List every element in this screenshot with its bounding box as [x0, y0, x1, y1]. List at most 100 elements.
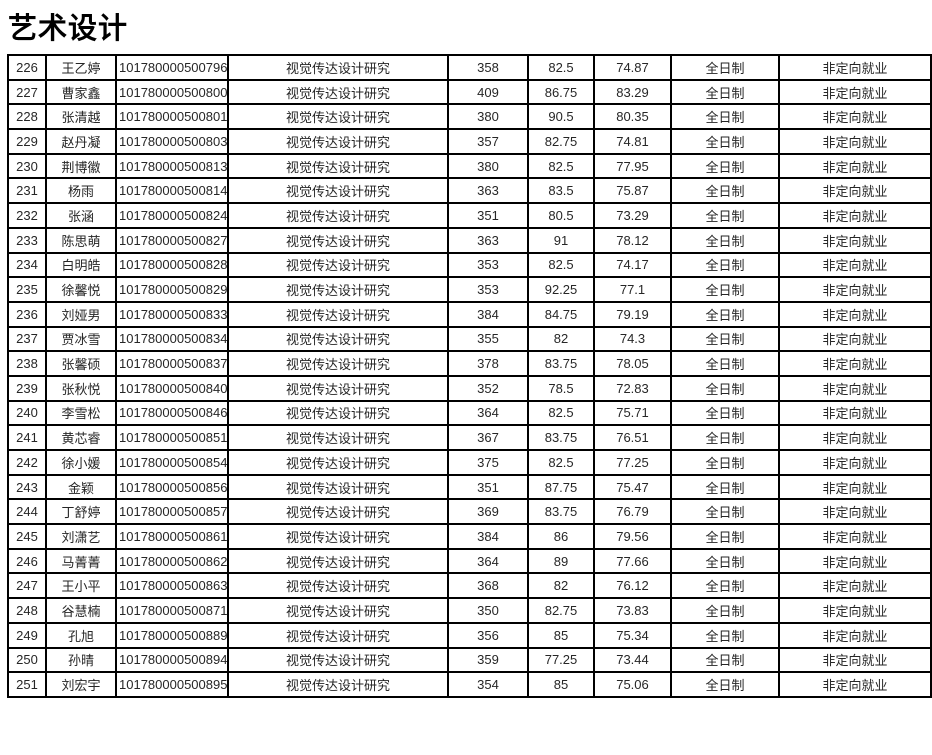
cell-score-initial: 378 [447, 350, 529, 377]
cell-student-name: 孔旭 [45, 621, 117, 649]
cell-employment-type: 非定向就业 [778, 597, 932, 624]
cell-candidate-id: 101780000500854 [115, 449, 229, 476]
cell-employment-type: 非定向就业 [778, 498, 932, 526]
cell-row-number: 250 [7, 646, 47, 674]
cell-student-name: 刘宏宇 [45, 671, 117, 698]
cell-score-retest: 82 [527, 325, 595, 353]
cell-score-total: 78.05 [593, 350, 672, 377]
table-row: 241 黄芯睿 101780000500851 视觉传达设计研究 367 83.75 76.… [7, 424, 932, 451]
cell-row-number: 229 [7, 128, 47, 155]
cell-research-direction: 视觉传达设计研究 [227, 177, 449, 205]
cell-candidate-id: 101780000500827 [115, 226, 229, 254]
cell-research-direction: 视觉传达设计研究 [227, 54, 449, 81]
cell-student-name: 马菁菁 [45, 547, 117, 575]
cell-employment-type: 非定向就业 [778, 78, 932, 106]
cell-score-total: 83.29 [593, 78, 672, 106]
cell-employment-type: 非定向就业 [778, 103, 932, 131]
cell-score-retest: 84.75 [527, 300, 595, 328]
cell-row-number: 249 [7, 621, 47, 649]
cell-candidate-id: 101780000500856 [115, 473, 229, 501]
table-row: 244 丁舒婷 101780000500857 视觉传达设计研究 369 83.75 76.… [7, 498, 932, 526]
cell-research-direction: 视觉传达设计研究 [227, 251, 449, 279]
cell-study-mode: 全日制 [670, 78, 780, 106]
cell-score-retest: 82.5 [527, 449, 595, 476]
table-row: 247 王小平 101780000500863 视觉传达设计研究 368 82 76.12 全… [7, 572, 932, 600]
cell-score-total: 79.56 [593, 523, 672, 550]
cell-score-retest: 82 [527, 572, 595, 600]
cell-candidate-id: 101780000500828 [115, 251, 229, 279]
admissions-table: 226 王乙婷 101780000500796 视觉传达设计研究 358 82.5 74.8… [7, 54, 932, 698]
cell-score-initial: 384 [447, 300, 529, 328]
cell-score-retest: 78.5 [527, 374, 595, 402]
cell-score-retest: 82.75 [527, 597, 595, 624]
cell-score-initial: 359 [447, 646, 529, 674]
cell-candidate-id: 101780000500837 [115, 350, 229, 377]
cell-employment-type: 非定向就业 [778, 251, 932, 279]
cell-employment-type: 非定向就业 [778, 128, 932, 155]
cell-study-mode: 全日制 [670, 449, 780, 476]
cell-score-total: 76.12 [593, 572, 672, 600]
cell-student-name: 曹家鑫 [45, 78, 117, 106]
cell-study-mode: 全日制 [670, 597, 780, 624]
cell-student-name: 金颖 [45, 473, 117, 501]
cell-row-number: 237 [7, 325, 47, 353]
cell-student-name: 王乙婷 [45, 54, 117, 81]
cell-study-mode: 全日制 [670, 646, 780, 674]
cell-score-retest: 80.5 [527, 202, 595, 229]
cell-research-direction: 视觉传达设计研究 [227, 547, 449, 575]
cell-score-total: 78.12 [593, 226, 672, 254]
cell-score-initial: 384 [447, 523, 529, 550]
cell-candidate-id: 101780000500833 [115, 300, 229, 328]
cell-study-mode: 全日制 [670, 473, 780, 501]
cell-employment-type: 非定向就业 [778, 325, 932, 353]
cell-score-initial: 355 [447, 325, 529, 353]
cell-score-retest: 90.5 [527, 103, 595, 131]
table-row: 232 张涵 101780000500824 视觉传达设计研究 351 80.5 73.29… [7, 202, 932, 229]
cell-score-initial: 354 [447, 671, 529, 698]
cell-score-retest: 83.75 [527, 350, 595, 377]
cell-employment-type: 非定向就业 [778, 276, 932, 303]
cell-study-mode: 全日制 [670, 498, 780, 526]
cell-score-initial: 353 [447, 276, 529, 303]
cell-score-initial: 369 [447, 498, 529, 526]
cell-employment-type: 非定向就业 [778, 646, 932, 674]
cell-candidate-id: 101780000500813 [115, 152, 229, 180]
table-row: 235 徐馨悦 101780000500829 视觉传达设计研究 353 92.25 77.… [7, 276, 932, 303]
cell-student-name: 贾冰雪 [45, 325, 117, 353]
cell-student-name: 王小平 [45, 572, 117, 600]
cell-score-retest: 83.75 [527, 424, 595, 451]
cell-row-number: 236 [7, 300, 47, 328]
cell-row-number: 245 [7, 523, 47, 550]
cell-score-retest: 92.25 [527, 276, 595, 303]
cell-score-initial: 350 [447, 597, 529, 624]
cell-row-number: 242 [7, 449, 47, 476]
cell-candidate-id: 101780000500801 [115, 103, 229, 131]
cell-score-total: 77.1 [593, 276, 672, 303]
cell-employment-type: 非定向就业 [778, 350, 932, 377]
cell-score-total: 75.87 [593, 177, 672, 205]
cell-score-initial: 353 [447, 251, 529, 279]
table-row: 245 刘潇艺 101780000500861 视觉传达设计研究 384 86 79.56 全… [7, 523, 932, 550]
cell-row-number: 243 [7, 473, 47, 501]
table-row: 239 张秋悦 101780000500840 视觉传达设计研究 352 78.5 72.8… [7, 374, 932, 402]
cell-score-initial: 356 [447, 621, 529, 649]
cell-study-mode: 全日制 [670, 300, 780, 328]
cell-research-direction: 视觉传达设计研究 [227, 128, 449, 155]
cell-score-retest: 83.5 [527, 177, 595, 205]
cell-score-retest: 82.75 [527, 128, 595, 155]
cell-student-name: 刘潇艺 [45, 523, 117, 550]
cell-study-mode: 全日制 [670, 54, 780, 81]
cell-row-number: 238 [7, 350, 47, 377]
cell-research-direction: 视觉传达设计研究 [227, 671, 449, 698]
cell-row-number: 247 [7, 572, 47, 600]
cell-candidate-id: 101780000500871 [115, 597, 229, 624]
cell-research-direction: 视觉传达设计研究 [227, 276, 449, 303]
cell-score-retest: 83.75 [527, 498, 595, 526]
cell-row-number: 239 [7, 374, 47, 402]
cell-research-direction: 视觉传达设计研究 [227, 374, 449, 402]
cell-employment-type: 非定向就业 [778, 671, 932, 698]
cell-row-number: 232 [7, 202, 47, 229]
cell-employment-type: 非定向就业 [778, 449, 932, 476]
cell-row-number: 241 [7, 424, 47, 451]
cell-research-direction: 视觉传达设计研究 [227, 572, 449, 600]
